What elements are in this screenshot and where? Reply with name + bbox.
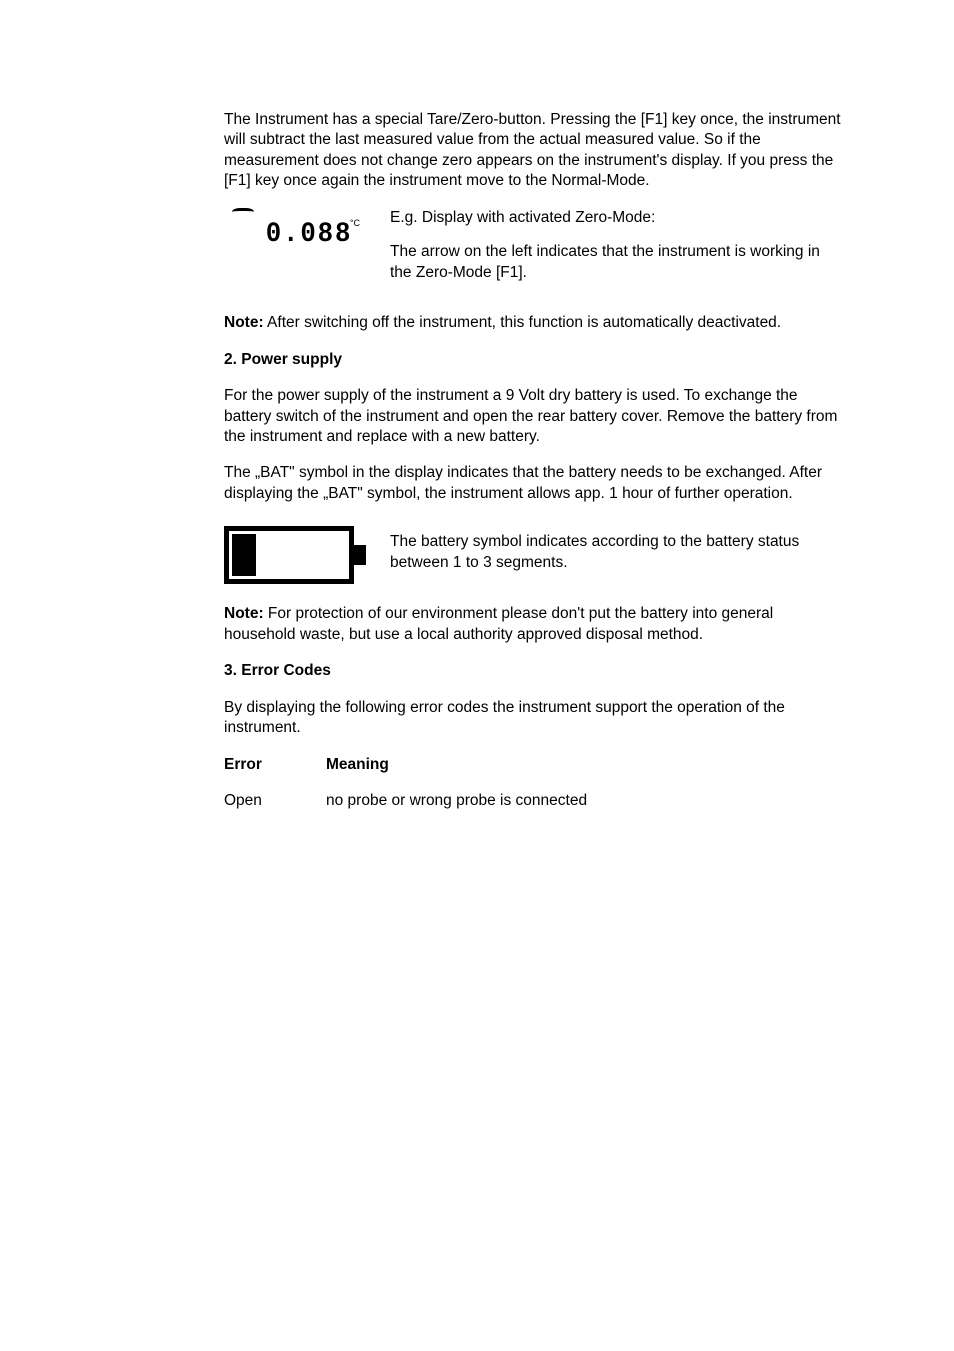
battery-segment-icon bbox=[232, 534, 256, 576]
error-code-0: Open bbox=[224, 791, 326, 811]
lcd-eg-line: E.g. Display with activated Zero-Mode: bbox=[390, 208, 844, 228]
lcd-row: 0.088 °C E.g. Display with activated Zer… bbox=[224, 208, 844, 297]
heading-error-codes: 3. Error Codes bbox=[224, 661, 844, 681]
note-1-label: Note: bbox=[224, 314, 264, 331]
battery-tip-icon bbox=[354, 545, 366, 565]
battery-image-col bbox=[224, 520, 390, 588]
battery-text-col: The battery symbol indicates according t… bbox=[390, 520, 844, 587]
intro-paragraph: The Instrument has a special Tare/Zero-b… bbox=[224, 110, 844, 192]
lcd-unit: °C bbox=[350, 218, 360, 230]
error-intro: By displaying the following error codes … bbox=[224, 698, 844, 739]
battery-row: The battery symbol indicates according t… bbox=[224, 520, 844, 588]
heading-power-supply: 2. Power supply bbox=[224, 350, 844, 370]
error-col-meaning: Meaning no probe or wrong probe is conne… bbox=[326, 755, 844, 812]
battery-icon bbox=[224, 526, 372, 588]
page: The Instrument has a special Tare/Zero-b… bbox=[0, 0, 954, 1351]
note-2: Note: For protection of our environment … bbox=[224, 604, 844, 645]
error-header-meaning: Meaning bbox=[326, 755, 844, 775]
battery-text: The battery symbol indicates according t… bbox=[390, 532, 844, 573]
note-1: Note: After switching off the instrument… bbox=[224, 313, 844, 333]
error-table: Error Open Meaning no probe or wrong pro… bbox=[224, 755, 844, 812]
error-meaning-0: no probe or wrong probe is connected bbox=[326, 791, 844, 811]
error-col-code: Error Open bbox=[224, 755, 326, 812]
note-2-label: Note: bbox=[224, 605, 264, 622]
lcd-digits: 0.088 bbox=[266, 217, 352, 254]
power-para-2: The „BAT" symbol in the display indicate… bbox=[224, 463, 844, 504]
lcd-display-icon: 0.088 °C bbox=[224, 208, 364, 254]
note-2-text: For protection of our environment please… bbox=[224, 605, 773, 642]
lcd-arrow-icon bbox=[232, 208, 254, 217]
lcd-image-col: 0.088 °C bbox=[224, 208, 390, 254]
lcd-text-col: E.g. Display with activated Zero-Mode: T… bbox=[390, 208, 844, 297]
note-1-text: After switching off the instrument, this… bbox=[264, 314, 782, 331]
lcd-arrow-text: The arrow on the left indicates that the… bbox=[390, 242, 844, 283]
power-para-1: For the power supply of the instrument a… bbox=[224, 386, 844, 447]
error-header-code: Error bbox=[224, 755, 326, 775]
